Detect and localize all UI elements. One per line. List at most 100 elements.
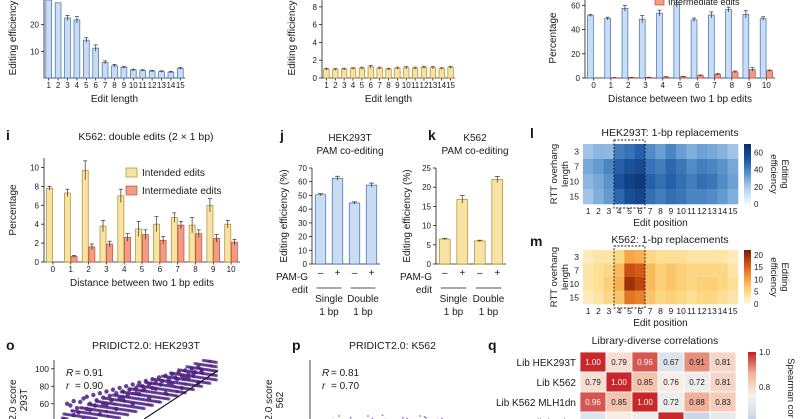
panel-o-density-point [106, 414, 110, 418]
panel-l-y-tick-label: 7 [574, 162, 579, 172]
panel-m-cell [696, 290, 708, 305]
panel-l-colorbar-step [744, 180, 751, 183]
panel-k-group-label-line2: 1 bp [444, 307, 464, 318]
panel-m-colorbar-step [744, 286, 751, 289]
panel-f-y-tick-label: 20 [30, 21, 39, 30]
panel-m-y-tick-label: 3 [574, 252, 579, 262]
panel-f-x-tick-label: 11 [139, 81, 148, 90]
panel-q-title: Library-diverse correlations [592, 335, 719, 347]
panel-l-cell [665, 189, 677, 205]
panel-o-density-point [62, 416, 66, 419]
panel-q-colorbar-step [748, 412, 756, 417]
panel-k-group-label-line2: 1 bp [479, 307, 499, 318]
panel-g-y-label: Editing efficiency [287, 1, 298, 76]
panel-j-row-label-line2: edit [292, 285, 308, 296]
panel-l-cell [634, 189, 646, 205]
panel-m-cell [603, 277, 615, 291]
panel-o-density-point [134, 396, 138, 401]
panel-l-colorbar-tick: 0 [754, 200, 759, 209]
panel-g-x-tick-label: 14 [437, 81, 446, 90]
panel-k-row-label-line2: edit [416, 285, 432, 296]
panel-l-x-label: Edit position [633, 218, 687, 229]
panel-o-stat-r-value: = 0.90 [75, 381, 104, 392]
panel-l-y-label-line2: length [560, 161, 571, 187]
panel-l-cell [645, 189, 656, 205]
panel-m-colorbar-step [744, 257, 751, 260]
panel-i-bar [231, 241, 238, 263]
panel-o-density-point [191, 374, 195, 379]
panel-h-x-tick-label: 2 [626, 81, 631, 90]
panel-i-bar [224, 223, 232, 263]
panel-l-title: HEK293T: 1-bp replacements [601, 127, 738, 139]
panel-f-x-tick-label: 9 [122, 81, 127, 90]
panel-i-x-tick-label: 4 [122, 265, 127, 274]
panel-q-colorbar-step [748, 398, 756, 402]
panel-j-sign-label: + [335, 268, 341, 279]
panel-i-legend-label: Intended edits [142, 168, 205, 179]
panel-m-cell [717, 290, 728, 305]
panel-o-density-point [157, 400, 161, 404]
panel-g-x-tick-label: 12 [420, 81, 429, 90]
panel-g-bar [367, 66, 374, 79]
panel-l-cell [655, 189, 666, 205]
panel-l-cell [624, 189, 635, 205]
panel-m-colorbar-step [744, 293, 751, 296]
panel-h-y-tick-label: 20 [571, 50, 580, 59]
panel-m-cell [696, 277, 708, 291]
panel-m-cell [593, 290, 604, 305]
panel-o-density-point [111, 393, 115, 397]
panel-i-x-tick-label: 9 [211, 265, 216, 274]
panel-o-point [137, 380, 142, 385]
panel-g-bar [385, 68, 392, 79]
panel-l-colorbar-step [744, 162, 751, 165]
panel-f-y-tick-label: 10 [30, 47, 39, 56]
panel-o-density-point [147, 403, 151, 407]
panel-j-y-tick-label: 40 [298, 205, 307, 214]
panel-o-density-point [175, 389, 179, 394]
panel-j-y-tick-label: 70 [298, 164, 307, 173]
panel-o-y-label-line2: 293T [19, 389, 30, 412]
panel-m-colorbar-tick: 10 [754, 275, 763, 284]
panel-o-density-point [80, 406, 84, 410]
panel-l-cell [707, 144, 718, 160]
panel-o-density-point [144, 393, 148, 398]
panel-label-k: k [428, 127, 436, 143]
panel-p-y-label-line2: 562 [275, 391, 286, 408]
panel-l-cell [655, 144, 666, 160]
panel-q-colorbar-tick: 1.0 [759, 348, 771, 357]
panel-i-y-tick-label: 8 [35, 182, 40, 191]
panel-m-cell [614, 290, 625, 305]
panel-o-stat-R-symbol: R [66, 368, 73, 379]
panel-k-bar [456, 199, 469, 265]
panel-q-colorbar-step [748, 363, 756, 367]
panel-m-colorbar-step [744, 289, 751, 292]
panel-i-bar [117, 195, 125, 263]
panel-q-colorbar-step [748, 369, 756, 373]
panel-l-cell [634, 174, 646, 190]
panel-l-cell [645, 174, 656, 190]
panel-l-cell [603, 159, 615, 175]
panel-l-colorbar-step [744, 182, 751, 185]
panel-f-x-tick-label: 15 [176, 81, 185, 90]
panel-m-y-label-line1: RTT overhang [549, 247, 560, 307]
panel-k-row-label-line1: PAM-G [400, 272, 432, 283]
panel-i-y-label: Percentage [8, 184, 19, 236]
panel-m-colorbar-label-line2: efficiency [768, 257, 779, 297]
panel-m-x-tick-label: 15 [728, 306, 738, 316]
panel-o-density-point [165, 392, 169, 397]
panel-m-colorbar-step [744, 300, 751, 303]
panel-l-cell [593, 189, 604, 205]
panel-i-legend-label: Intermediate edits [142, 186, 222, 197]
panel-i-group: 0 2 4 6 8 10 0 1 2 3 4 5 6 7 8 9 10 Distance between two … [8, 158, 240, 289]
panel-o-density-point [149, 381, 153, 385]
panel-q-cell-value: 0.83 [715, 398, 731, 407]
panel-h-bar [604, 18, 611, 79]
panel-f-x-tick-label: 4 [75, 81, 80, 90]
panel-p-stat-R-symbol: R [322, 368, 329, 379]
panel-q-group: Lib HEK293T 1.00 0.79 0.96 0.67 0.91 0.81 Lib K… [496, 348, 796, 419]
panel-o-density-point [209, 364, 214, 368]
panel-p-stat-r-symbol: r [322, 381, 326, 392]
panel-q-row-label: Lib HEK293T [517, 358, 576, 369]
panel-q-colorbar-step [748, 357, 756, 361]
